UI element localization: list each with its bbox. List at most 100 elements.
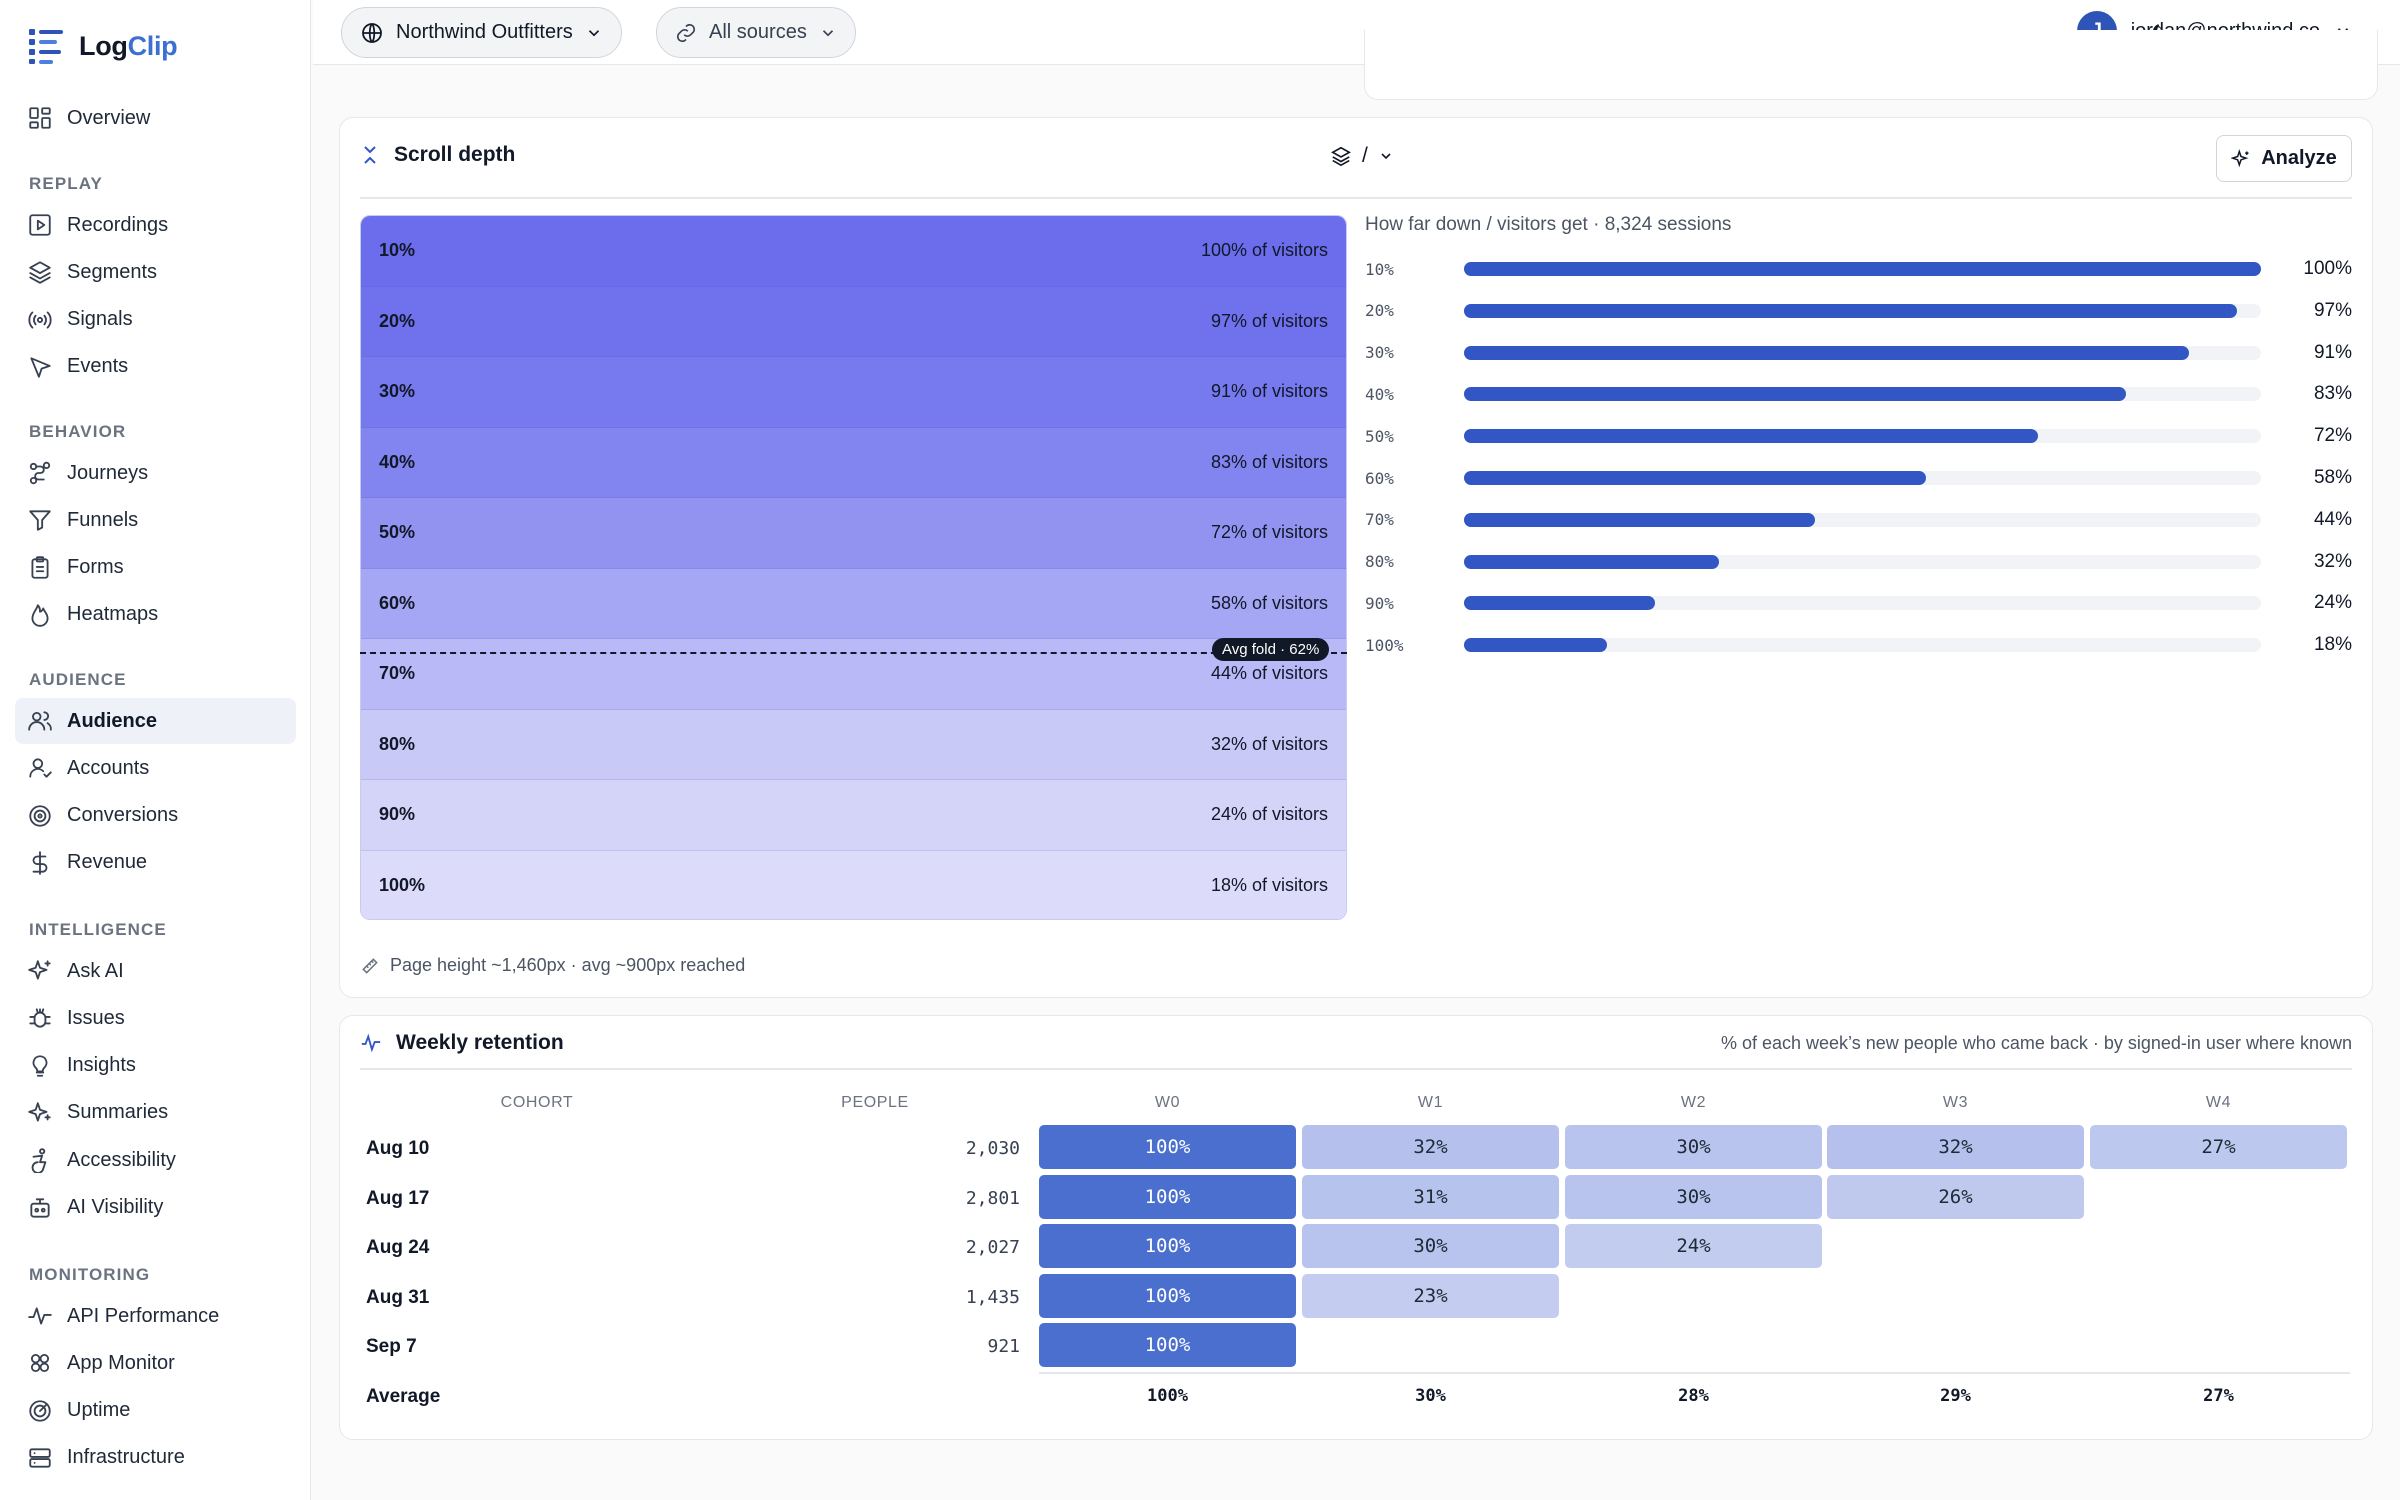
average-value: 29%: [1940, 1386, 1971, 1406]
average-value: 27%: [2203, 1386, 2234, 1406]
ai-visibility-icon: [30, 1197, 50, 1218]
band-visitors-label: 18% of visitors: [1210, 874, 1328, 895]
depth-bar-fill: [1464, 512, 1815, 527]
logo[interactable]: LogClip: [27, 22, 178, 70]
funnels-icon: [29, 510, 51, 531]
depth-bar-row: 80% 32%: [1365, 542, 2352, 582]
sidebar-item-label: App Monitor: [67, 1351, 175, 1374]
sidebar-item-infrastructure[interactable]: Infrastructure: [15, 1435, 296, 1481]
depth-bar-label: 20%: [1365, 301, 1394, 321]
sidebar-item-insights[interactable]: Insights: [15, 1043, 296, 1089]
sidebar-item-label: Accounts: [67, 756, 150, 779]
sidebar-item-funnels[interactable]: Funnels: [15, 497, 296, 543]
depth-bar-track: [1464, 345, 2261, 360]
sidebar-item-app-monitor[interactable]: App Monitor: [15, 1340, 296, 1386]
depth-bar-track: [1464, 638, 2261, 653]
cohort-people: 1,435: [965, 1286, 1020, 1308]
band-depth-label: 30%: [379, 381, 416, 402]
depth-bar-track: [1464, 303, 2261, 318]
sparkle-icon: [2231, 148, 2249, 167]
band-depth-label: 60%: [379, 592, 416, 613]
retention-cell: 23%: [1302, 1273, 1559, 1318]
scroll-footnote-text: Page height ~1,460px · avg ~900px reache…: [390, 955, 746, 975]
workspace-name: Northwind Outfitters: [396, 21, 573, 43]
sidebar-section-audience: AUDIENCE: [29, 670, 127, 689]
sidebar: LogClip Overview REPLAY Recordings Segments…: [0, 0, 311, 1500]
sidebar-item-journeys[interactable]: Journeys: [15, 450, 296, 496]
band-visitors-label: 72% of visitors: [1210, 522, 1328, 543]
retention-cell: 30%: [1565, 1125, 1822, 1169]
sources-label: All sources: [709, 21, 807, 43]
sidebar-item-api-performance[interactable]: API Performance: [15, 1293, 296, 1339]
sidebar-item-ai-visibility[interactable]: AI Visibility: [15, 1185, 296, 1231]
sidebar-item-conversions[interactable]: Conversions: [15, 793, 296, 839]
app-monitor-icon: [30, 1354, 50, 1373]
scroll-band: 60% 58% of visitors: [361, 568, 1346, 639]
depth-bar-track: [1464, 387, 2261, 402]
depth-bar-row: 50% 72%: [1365, 416, 2352, 456]
infrastructure-icon: [29, 1448, 51, 1468]
sidebar-item-label: API Performance: [67, 1304, 220, 1327]
scroll-depth-bands: 10% 100% of visitors 20% 97% of visitors 30%…: [360, 215, 1347, 920]
depth-bar-track: [1464, 429, 2261, 444]
sidebar-item-label: Audience: [67, 709, 158, 732]
retention-cell: 100%: [1039, 1174, 1296, 1219]
page-selector[interactable]: /: [1330, 144, 1394, 168]
sidebar-item-overview[interactable]: Overview: [15, 95, 296, 141]
depth-bar-label: 50%: [1365, 426, 1394, 446]
depth-bar-row: 100% 18%: [1365, 625, 2352, 665]
retention-cell: 100%: [1039, 1224, 1296, 1268]
depth-bar-value: 32%: [2313, 550, 2352, 572]
uptime-icon: [29, 1399, 51, 1422]
sidebar-section-replay: REPLAY: [29, 174, 103, 193]
sidebar-item-uptime[interactable]: Uptime: [15, 1388, 296, 1434]
sidebar-item-segments[interactable]: Segments: [15, 249, 296, 295]
revenue-icon: [32, 851, 48, 875]
band-visitors-label: 32% of visitors: [1210, 733, 1328, 754]
cohort-people: 2,027: [965, 1237, 1020, 1258]
retention-cell: 30%: [1302, 1224, 1559, 1268]
depth-bar-row: 20% 97%: [1365, 291, 2352, 331]
band-visitors-label: 58% of visitors: [1210, 592, 1328, 613]
collapse-icon[interactable]: [360, 144, 380, 166]
band-depth-label: 100%: [379, 874, 426, 895]
workspace-selector[interactable]: Northwind Outfitters: [341, 7, 622, 58]
header-week-w0: W0: [1154, 1094, 1181, 1111]
depth-bar-track: [1464, 554, 2261, 569]
cohort-people: 921: [987, 1336, 1020, 1357]
depth-bar-track: [1464, 512, 2261, 527]
depth-bar-fill: [1464, 554, 1720, 569]
sidebar-item-summaries[interactable]: Summaries: [15, 1090, 296, 1136]
sidebar-item-audience[interactable]: Audience: [15, 698, 296, 744]
sidebar-item-signals[interactable]: Signals: [15, 297, 296, 343]
scroll-band: 100% 18% of visitors: [361, 850, 1346, 919]
sidebar-item-revenue[interactable]: Revenue: [15, 840, 296, 886]
retention-note: % of each week’s new people who came bac…: [1720, 1033, 2352, 1053]
sidebar-item-label: Heatmaps: [67, 603, 159, 626]
ask-ai-icon: [28, 960, 51, 980]
scroll-band: 30% 91% of visitors: [361, 357, 1346, 428]
depth-bar-row: 70% 44%: [1365, 500, 2352, 540]
depth-bar-label: 60%: [1365, 468, 1394, 488]
analyze-button[interactable]: Analyze: [2216, 135, 2352, 182]
sidebar-item-recordings[interactable]: Recordings: [15, 202, 296, 248]
scroll-footnote: Page height ~1,460px · avg ~900px reache…: [360, 955, 745, 976]
band-visitors-label: 83% of visitors: [1210, 451, 1328, 472]
avg-fold-line: [360, 652, 1347, 655]
depth-bar-label: 10%: [1365, 259, 1394, 279]
sidebar-item-accessibility[interactable]: Accessibility: [15, 1137, 296, 1183]
sidebar-item-heatmaps[interactable]: Heatmaps: [15, 592, 296, 638]
sidebar-item-events[interactable]: Events: [15, 344, 296, 390]
divider: [360, 1068, 2352, 1070]
depth-bar-label: 90%: [1365, 593, 1394, 613]
sidebar-item-forms[interactable]: Forms: [15, 545, 296, 591]
depth-bar-label: 80%: [1365, 552, 1394, 572]
sidebar-item-ask-ai[interactable]: Ask AI: [15, 948, 296, 994]
depth-bar-label: 70%: [1365, 510, 1394, 530]
sidebar-item-accounts[interactable]: Accounts: [15, 745, 296, 791]
previous-card-bottom: [1364, 30, 2378, 100]
retention-cell: 100%: [1039, 1323, 1296, 1367]
logo-icon: [29, 29, 63, 64]
sources-selector[interactable]: All sources: [656, 7, 856, 58]
sidebar-item-issues[interactable]: Issues: [15, 995, 296, 1041]
